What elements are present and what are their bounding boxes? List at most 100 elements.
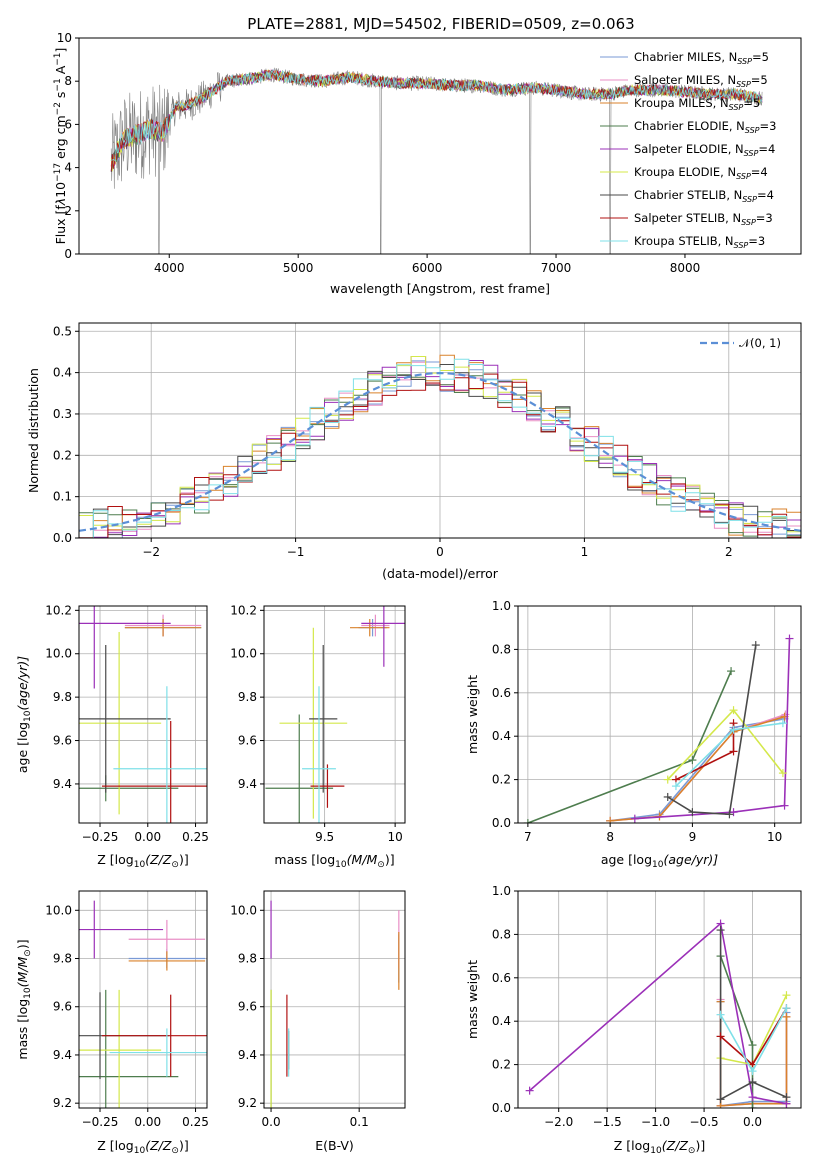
y-axis-label-part: age [log [15, 722, 30, 773]
x-tick-label: −2.0 [544, 1115, 573, 1129]
x-tick-label: 0.00 [134, 1115, 161, 1129]
plus-marker [688, 756, 697, 765]
axes-frame [78, 605, 208, 824]
y-axis-label-part: λ [53, 198, 68, 206]
y-tick-label: 9.6 [238, 734, 257, 748]
y-tick-label: 0.2 [492, 1058, 511, 1072]
x-tick-label: 10 [387, 830, 402, 844]
x-tick-label: 0.25 [182, 830, 209, 844]
plus-marker [778, 769, 787, 778]
y-tick-label: 9.8 [238, 952, 257, 966]
y-tick-label: 10.0 [45, 903, 72, 917]
x-tick-label: 0.25 [182, 1115, 209, 1129]
y-tick-label: 9.4 [238, 777, 257, 791]
legend-count: =3 [760, 119, 777, 133]
y-tick-label: 9.4 [238, 1048, 257, 1062]
y-tick-label: 9.8 [53, 690, 72, 704]
errorbar-point [279, 627, 348, 819]
x-axis-label-part: (Z/Z [145, 1138, 172, 1153]
panel-massweight-vs-Z: −2.0 −1.5 −1.0 −0.5 0.0 0.0 0.2 0.4 0.6 0.8 1.0 Z [… [465, 884, 802, 1156]
plus-marker [727, 667, 736, 676]
x-axis-label: wavelength [Angstrom, rest frame] [330, 281, 550, 296]
grid-age-vs-Z [79, 606, 207, 823]
legend-label: Salpeter MILES, N [634, 73, 736, 87]
x-axis-label: Z [log10(Z/Z⊙)] [614, 1138, 705, 1156]
x-tick-label: 5000 [283, 261, 314, 275]
plus-marker [748, 1077, 757, 1086]
y-tick-label: 1.0 [492, 884, 511, 898]
legend-count: =3 [756, 211, 773, 225]
x-axis-label-part: (Z/Z [662, 1138, 689, 1153]
x-axis-label-part: )] [385, 852, 395, 867]
errorbar-point [128, 951, 206, 971]
x-tick-label: −1.0 [641, 1115, 670, 1129]
plus-marker [716, 1095, 725, 1104]
y-tick-label: 9.4 [53, 1048, 72, 1062]
legend-label: Salpeter ELODIE, N [634, 142, 744, 156]
plot-area-age-vs-Z [79, 606, 207, 823]
axes-frame [263, 890, 406, 1109]
mass-weight-series [634, 638, 791, 820]
y-axis-label-part: (age/yr)] [15, 656, 30, 711]
y-tick-label: 0.8 [492, 927, 511, 941]
legend-label: Kroupa MILES, N [634, 96, 729, 110]
y-tick-label: 0.6 [492, 686, 511, 700]
x-tick-label: 0.1 [350, 1115, 369, 1129]
plus-marker [782, 991, 791, 1000]
x-axis-label: Z [log10(Z/Z⊙)] [97, 852, 188, 870]
legend-label: Chabrier ELODIE, N [634, 119, 745, 133]
histogram-series [79, 373, 801, 538]
y-tick-label: 9.6 [238, 1000, 257, 1014]
x-tick-label: −2 [142, 545, 160, 559]
y-tick-label: 10.0 [230, 903, 257, 917]
x-tick-label: 9 [689, 830, 697, 844]
errorbar-point [309, 645, 338, 793]
panel-residuals: −2 −1 0 1 2 0.0 0.1 0.2 0.3 0.4 0.5 (data-model)/er… [26, 322, 802, 581]
x-axis-label: age [log10(age/yr)] [601, 852, 718, 870]
y-tick-label: 6 [64, 117, 72, 131]
plus-marker [663, 775, 672, 784]
y-tick-label: 10.2 [230, 603, 257, 617]
y-tick-label: 0.0 [492, 1101, 511, 1115]
y-tick-label: 0.1 [53, 490, 72, 504]
legend-count: =5 [743, 96, 760, 110]
plus-marker [748, 1093, 757, 1102]
errorbar-point [79, 645, 171, 793]
grid-mass-vs-Z [79, 891, 207, 1108]
x-tick-label: 9.5 [315, 830, 334, 844]
grid-mass-vs-EBV [264, 891, 405, 1108]
legend-subscript: SSP [742, 195, 757, 204]
legend-count: =4 [751, 165, 768, 179]
x-tick-label: −1 [287, 545, 305, 559]
panel-spectrum: 4000 5000 6000 7000 8000 0 2 4 6 8 10 wavelength [A… [53, 31, 802, 296]
normal-curve-line [79, 371, 801, 532]
plus-marker [748, 1067, 757, 1076]
y-axis-label: age [log10(age/yr)] [15, 656, 33, 773]
grid-massweight-vs-age [518, 605, 801, 824]
plus-marker [748, 1041, 757, 1050]
x-axis-label-part: Z [log [97, 1138, 133, 1153]
y-axis-label-part: A [53, 65, 68, 78]
x-axis-label-part: )] [695, 1138, 705, 1153]
plot-area-massweight-vs-Z [525, 919, 791, 1108]
x-axis-label: E(B-V) [315, 1138, 354, 1153]
y-axis-label-part: ] [53, 48, 68, 53]
y-tick-label: 0.2 [492, 773, 511, 787]
y-tick-label: 10.2 [45, 603, 72, 617]
legend-entry: Salpeter MILES, NSSP=5 [634, 73, 768, 89]
x-tick-label: 8 [606, 830, 614, 844]
errorbar-point [361, 614, 390, 637]
plus-marker [523, 819, 532, 823]
plus-marker [716, 1032, 725, 1041]
errorbar-point [79, 900, 164, 959]
mass-weight-series [719, 1001, 788, 1107]
plus-marker [782, 1012, 791, 1021]
y-tick-label: 0 [64, 247, 72, 261]
legend-entry: Salpeter ELODIE, NSSP=4 [634, 142, 775, 158]
plus-marker [606, 816, 615, 823]
legend-subscript: SSP [734, 241, 749, 250]
y-tick-label: 0.4 [492, 1014, 511, 1028]
x-axis-label-part: 10 [134, 860, 146, 870]
legend-label: Kroupa ELODIE, N [634, 165, 736, 179]
